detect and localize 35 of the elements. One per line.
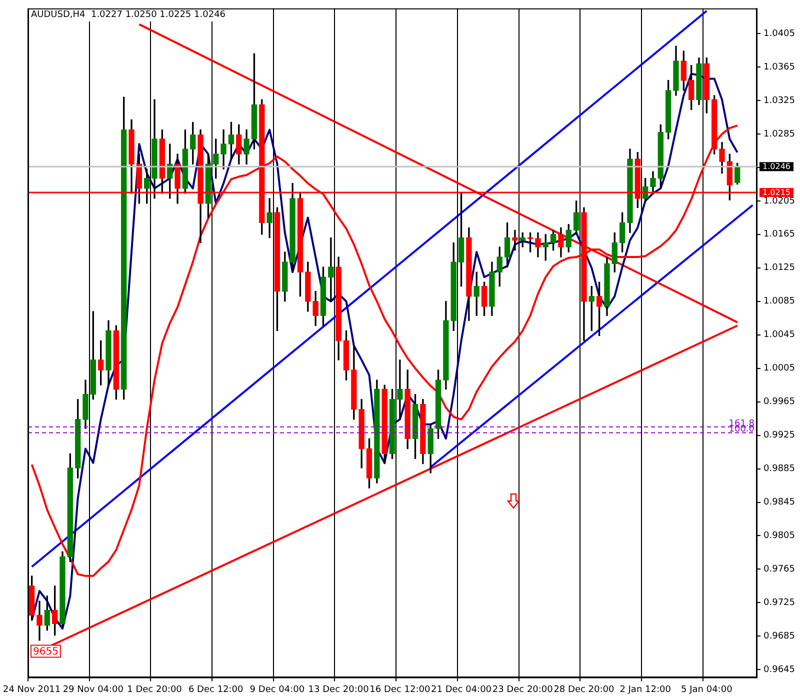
x-tick-label: 23 Dec 20:00 <box>492 684 554 695</box>
x-tick-label: 2 Jan 12:00 <box>620 684 672 695</box>
y-tick-label: 1.0085 <box>764 296 796 307</box>
y-tick-label: 0.9725 <box>764 598 796 608</box>
x-tick-label: 21 Dec 04:00 <box>431 684 492 695</box>
ref-line-label: 1.0246 <box>762 162 791 172</box>
y-tick-label: 0.9645 <box>764 665 796 676</box>
y-tick-label: 0.9805 <box>764 531 796 542</box>
x-tick-label: 16 Dec 12:00 <box>370 684 430 695</box>
y-tick-label: 0.9965 <box>764 397 796 408</box>
x-tick-label: 9 Dec 04:00 <box>250 684 305 695</box>
x-tick-label: 24 Nov 2011 <box>2 684 61 695</box>
y-tick-label: 0.9925 <box>764 430 796 441</box>
y-tick-label: 1.0365 <box>764 62 796 72</box>
x-tick-label: 29 Nov 04:00 <box>62 684 124 695</box>
y-tick-label: 0.9845 <box>764 498 796 508</box>
y-tick-label: 1.0125 <box>764 263 796 274</box>
y-tick-label: 1.0325 <box>764 96 796 106</box>
y-tick-label: 1.0205 <box>764 196 796 206</box>
x-tick-label: 28 Dec 20:00 <box>554 684 614 695</box>
chart-title: AUDUSD,H4 1.0227 1.0250 1.0225 1.0246 <box>30 10 226 20</box>
x-tick-label: 5 Jan 04:00 <box>681 684 733 695</box>
y-tick-label: 0.9685 <box>764 632 796 642</box>
ref-line-label: 1.0215 <box>762 188 791 198</box>
y-tick-label: 1.0165 <box>764 230 796 240</box>
x-tick-label: 6 Dec 12:00 <box>188 684 244 695</box>
y-tick-label: 1.0005 <box>764 364 796 374</box>
y-tick-label: 1.0045 <box>764 330 796 340</box>
y-tick-label: 0.9885 <box>764 464 796 474</box>
annotation: 9655 <box>32 646 58 658</box>
x-tick-label: 13 Dec 20:00 <box>308 684 370 695</box>
y-tick-label: 1.0405 <box>764 28 796 39</box>
y-tick-label: 1.0285 <box>764 129 796 140</box>
x-tick-label: 1 Dec 20:00 <box>127 684 182 695</box>
y-tick-label: 0.9765 <box>764 564 796 575</box>
